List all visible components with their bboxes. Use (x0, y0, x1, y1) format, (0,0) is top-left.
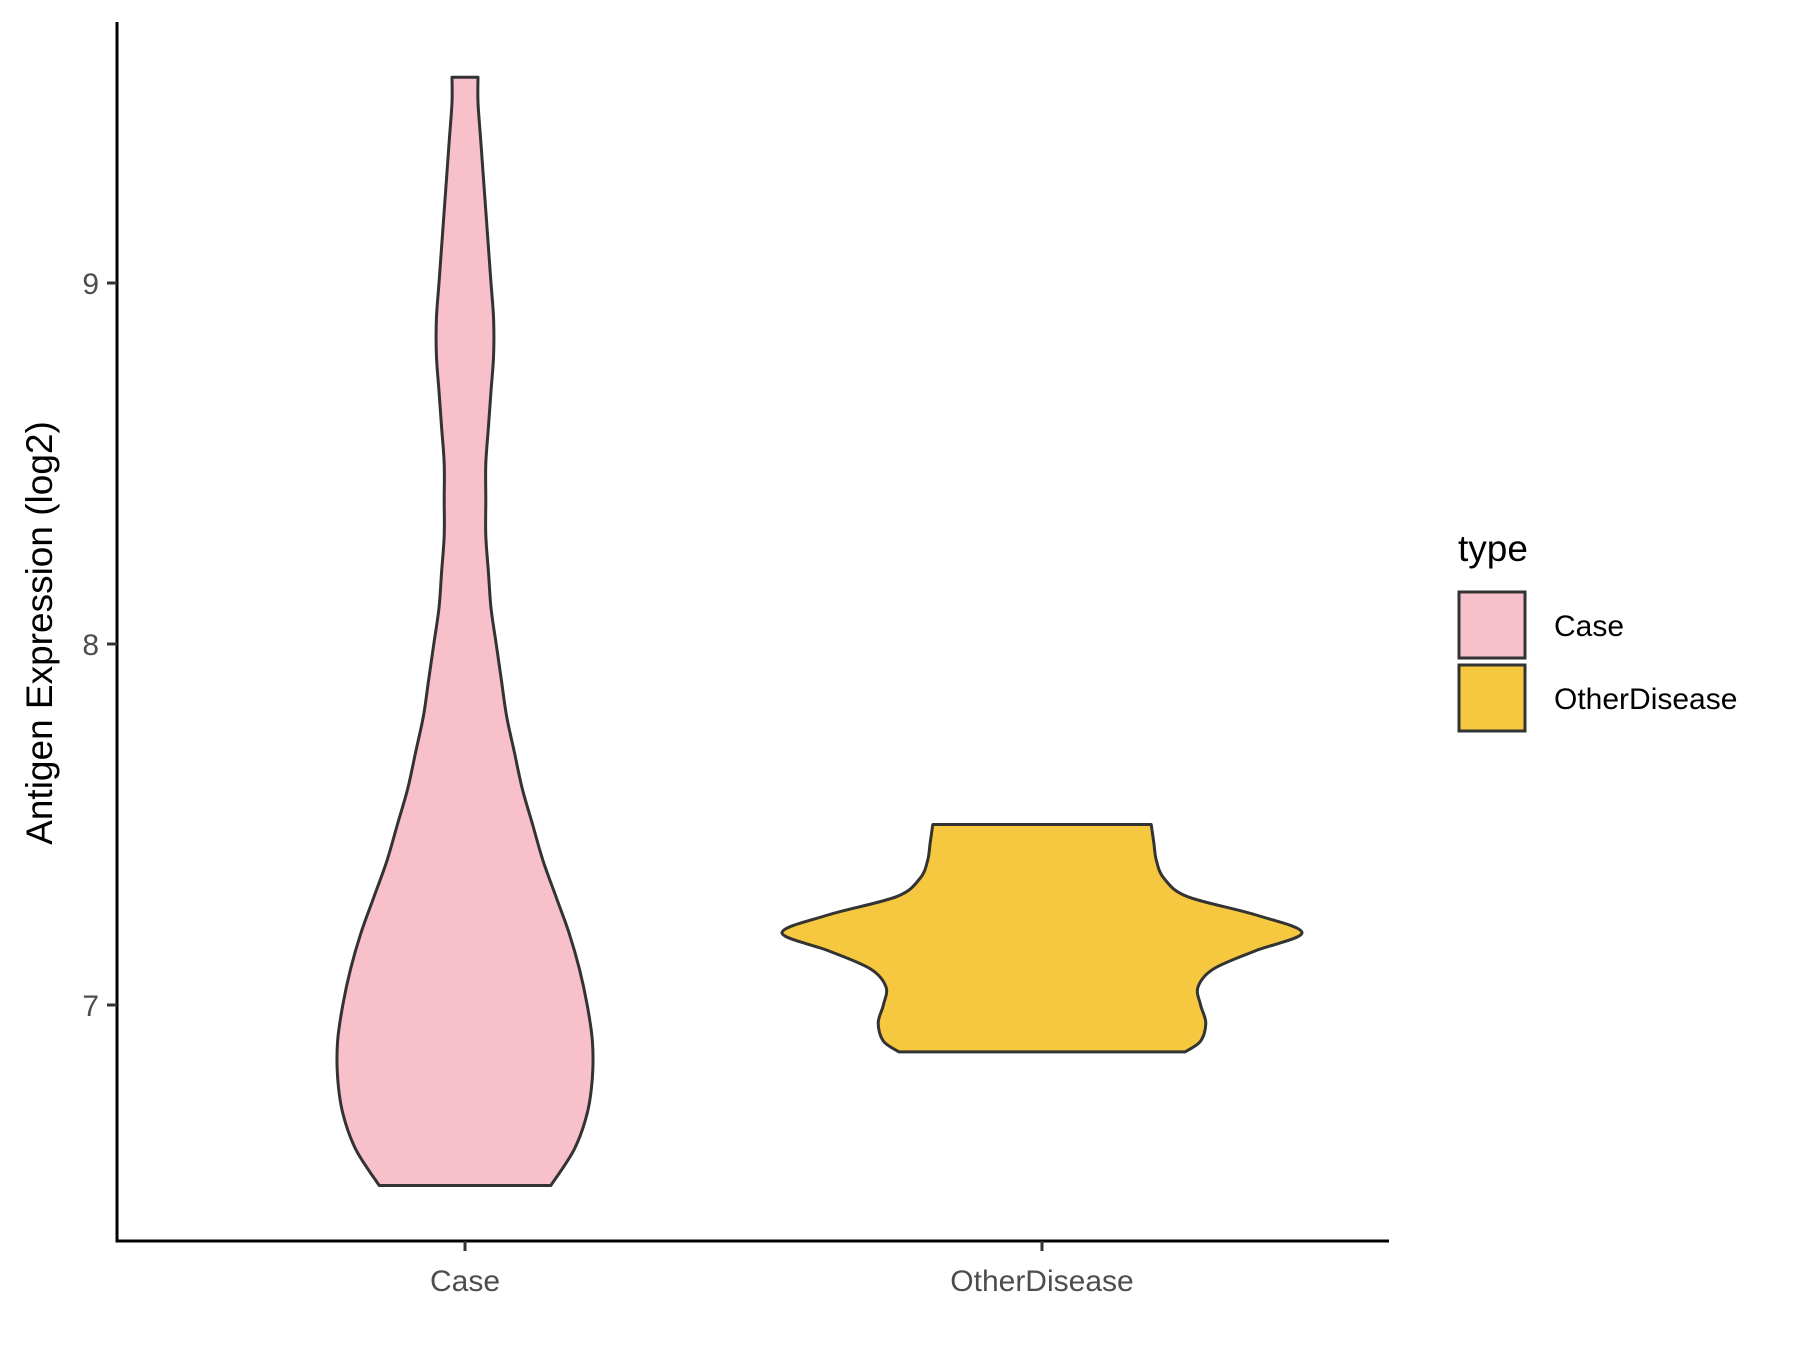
legend-label-otherdisease: OtherDisease (1554, 683, 1737, 716)
legend-key-case (1457, 590, 1527, 660)
y-axis-ticks: 7 8 9 (82, 268, 117, 1023)
y-tick-label: 7 (82, 990, 99, 1023)
x-tick-label: Case (430, 1265, 500, 1298)
legend-title: type (1458, 528, 1528, 569)
legend: type Case OtherDisease (1457, 528, 1737, 733)
legend-key-otherdisease (1457, 663, 1527, 733)
legend-entries: Case OtherDisease (1457, 590, 1737, 733)
legend-label-case: Case (1554, 610, 1624, 643)
y-axis-title: Antigen Expression (log2) (19, 421, 60, 845)
x-axis-ticks: Case OtherDisease (430, 1241, 1134, 1298)
violin-layer (335, 75, 1304, 1187)
violin-otherdisease (780, 823, 1304, 1054)
y-tick-label: 9 (82, 268, 99, 301)
x-tick-label: OtherDisease (950, 1265, 1133, 1298)
violin-case (335, 75, 595, 1187)
y-tick-label: 8 (82, 629, 99, 662)
